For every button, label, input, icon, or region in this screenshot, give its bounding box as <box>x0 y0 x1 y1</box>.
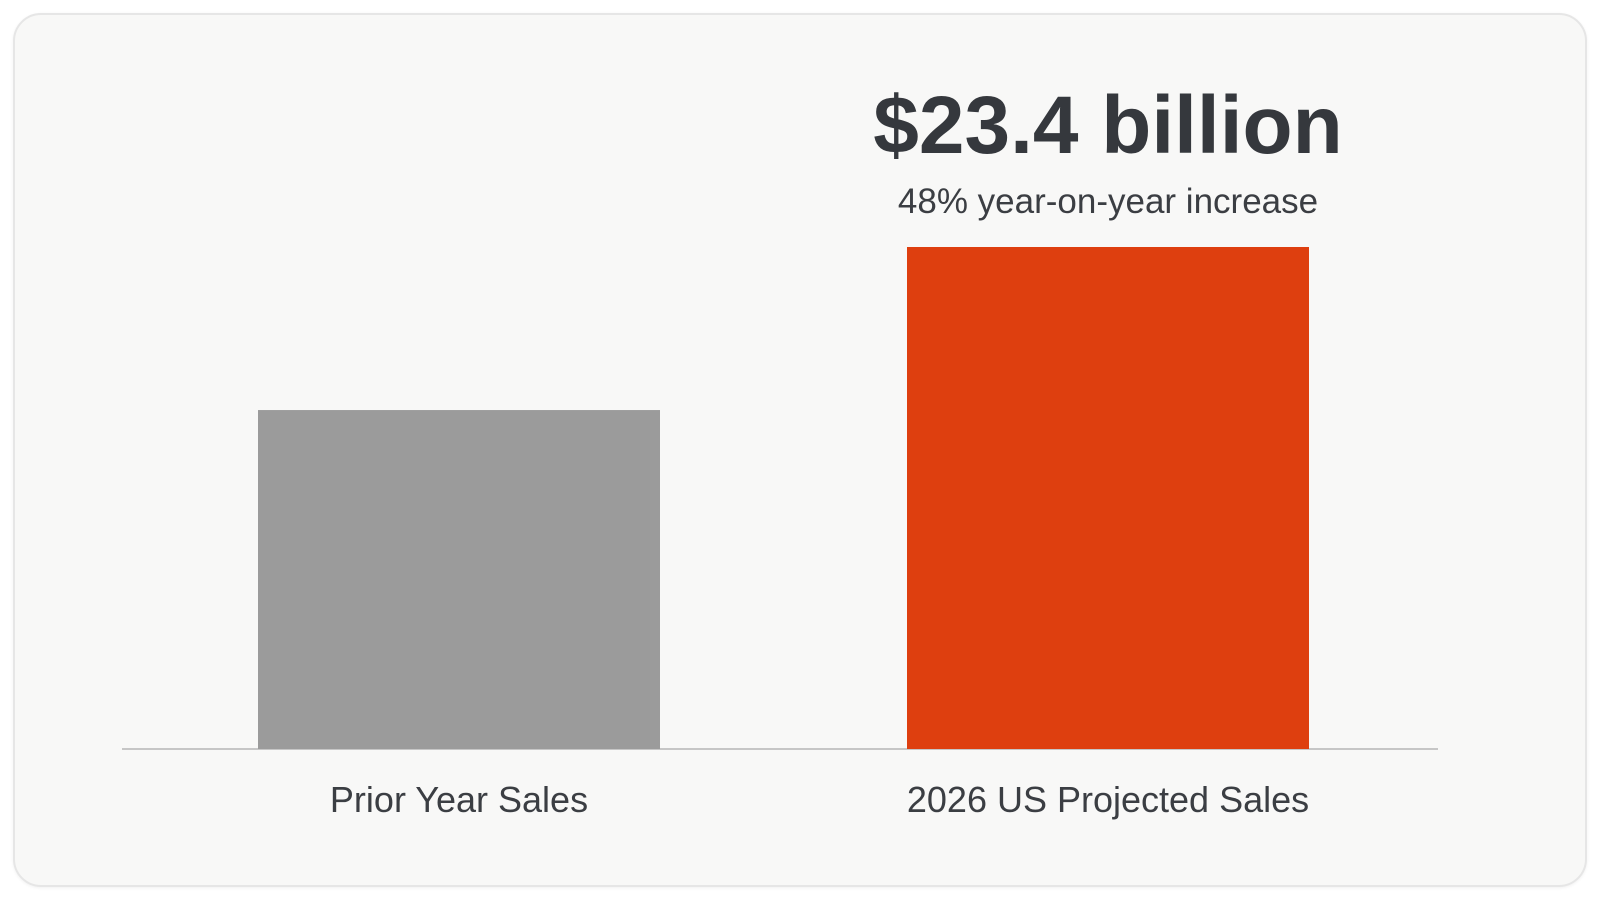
category-label-projected-sales: 2026 US Projected Sales <box>907 779 1309 820</box>
highlight-subtitle-label: 48% year-on-year increase <box>898 182 1318 221</box>
bar-prior-year-sales <box>258 410 660 749</box>
highlight-value-label: $23.4 billion <box>873 80 1342 171</box>
bar-chart: Prior Year Sales 2026 US Projected Sales … <box>122 80 1438 820</box>
chart-card: Prior Year Sales 2026 US Projected Sales … <box>13 13 1587 887</box>
bar-projected-sales <box>907 247 1309 749</box>
category-label-prior-year-sales: Prior Year Sales <box>330 779 588 820</box>
